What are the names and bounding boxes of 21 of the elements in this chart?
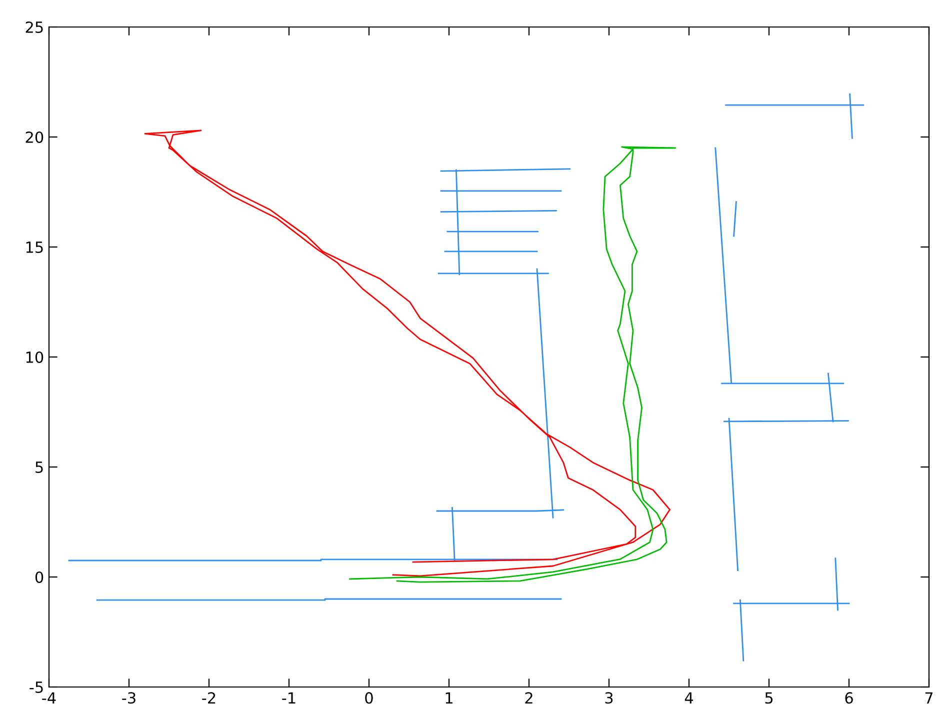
x-tick-label: -1: [282, 692, 296, 704]
x-tick-label: -4: [42, 692, 56, 704]
x-tick-label: 0: [365, 692, 373, 704]
x-tick-label: 6: [845, 692, 853, 704]
y-tick-label: -5: [30, 682, 43, 694]
x-tick-label: 7: [925, 692, 933, 704]
x-tick-label: 4: [684, 692, 694, 704]
y-tick-label: 5: [36, 462, 43, 474]
line-series: [144, 130, 670, 577]
x-tick-label: -3: [122, 692, 136, 704]
y-tick-label: 10: [26, 351, 44, 364]
y-tick-label: 0: [35, 571, 44, 584]
line-series: [349, 146, 676, 583]
x-tick-label: 1: [446, 692, 452, 704]
y-tick-label: 25: [26, 21, 43, 34]
x-tick-label: 2: [525, 692, 532, 704]
x-tick-label: 5: [765, 692, 773, 704]
x-tick-label: -2: [202, 692, 216, 704]
y-tick-label: 20: [26, 131, 44, 144]
y-tick-label: 15: [26, 242, 43, 254]
x-tick-label: 3: [605, 692, 613, 704]
